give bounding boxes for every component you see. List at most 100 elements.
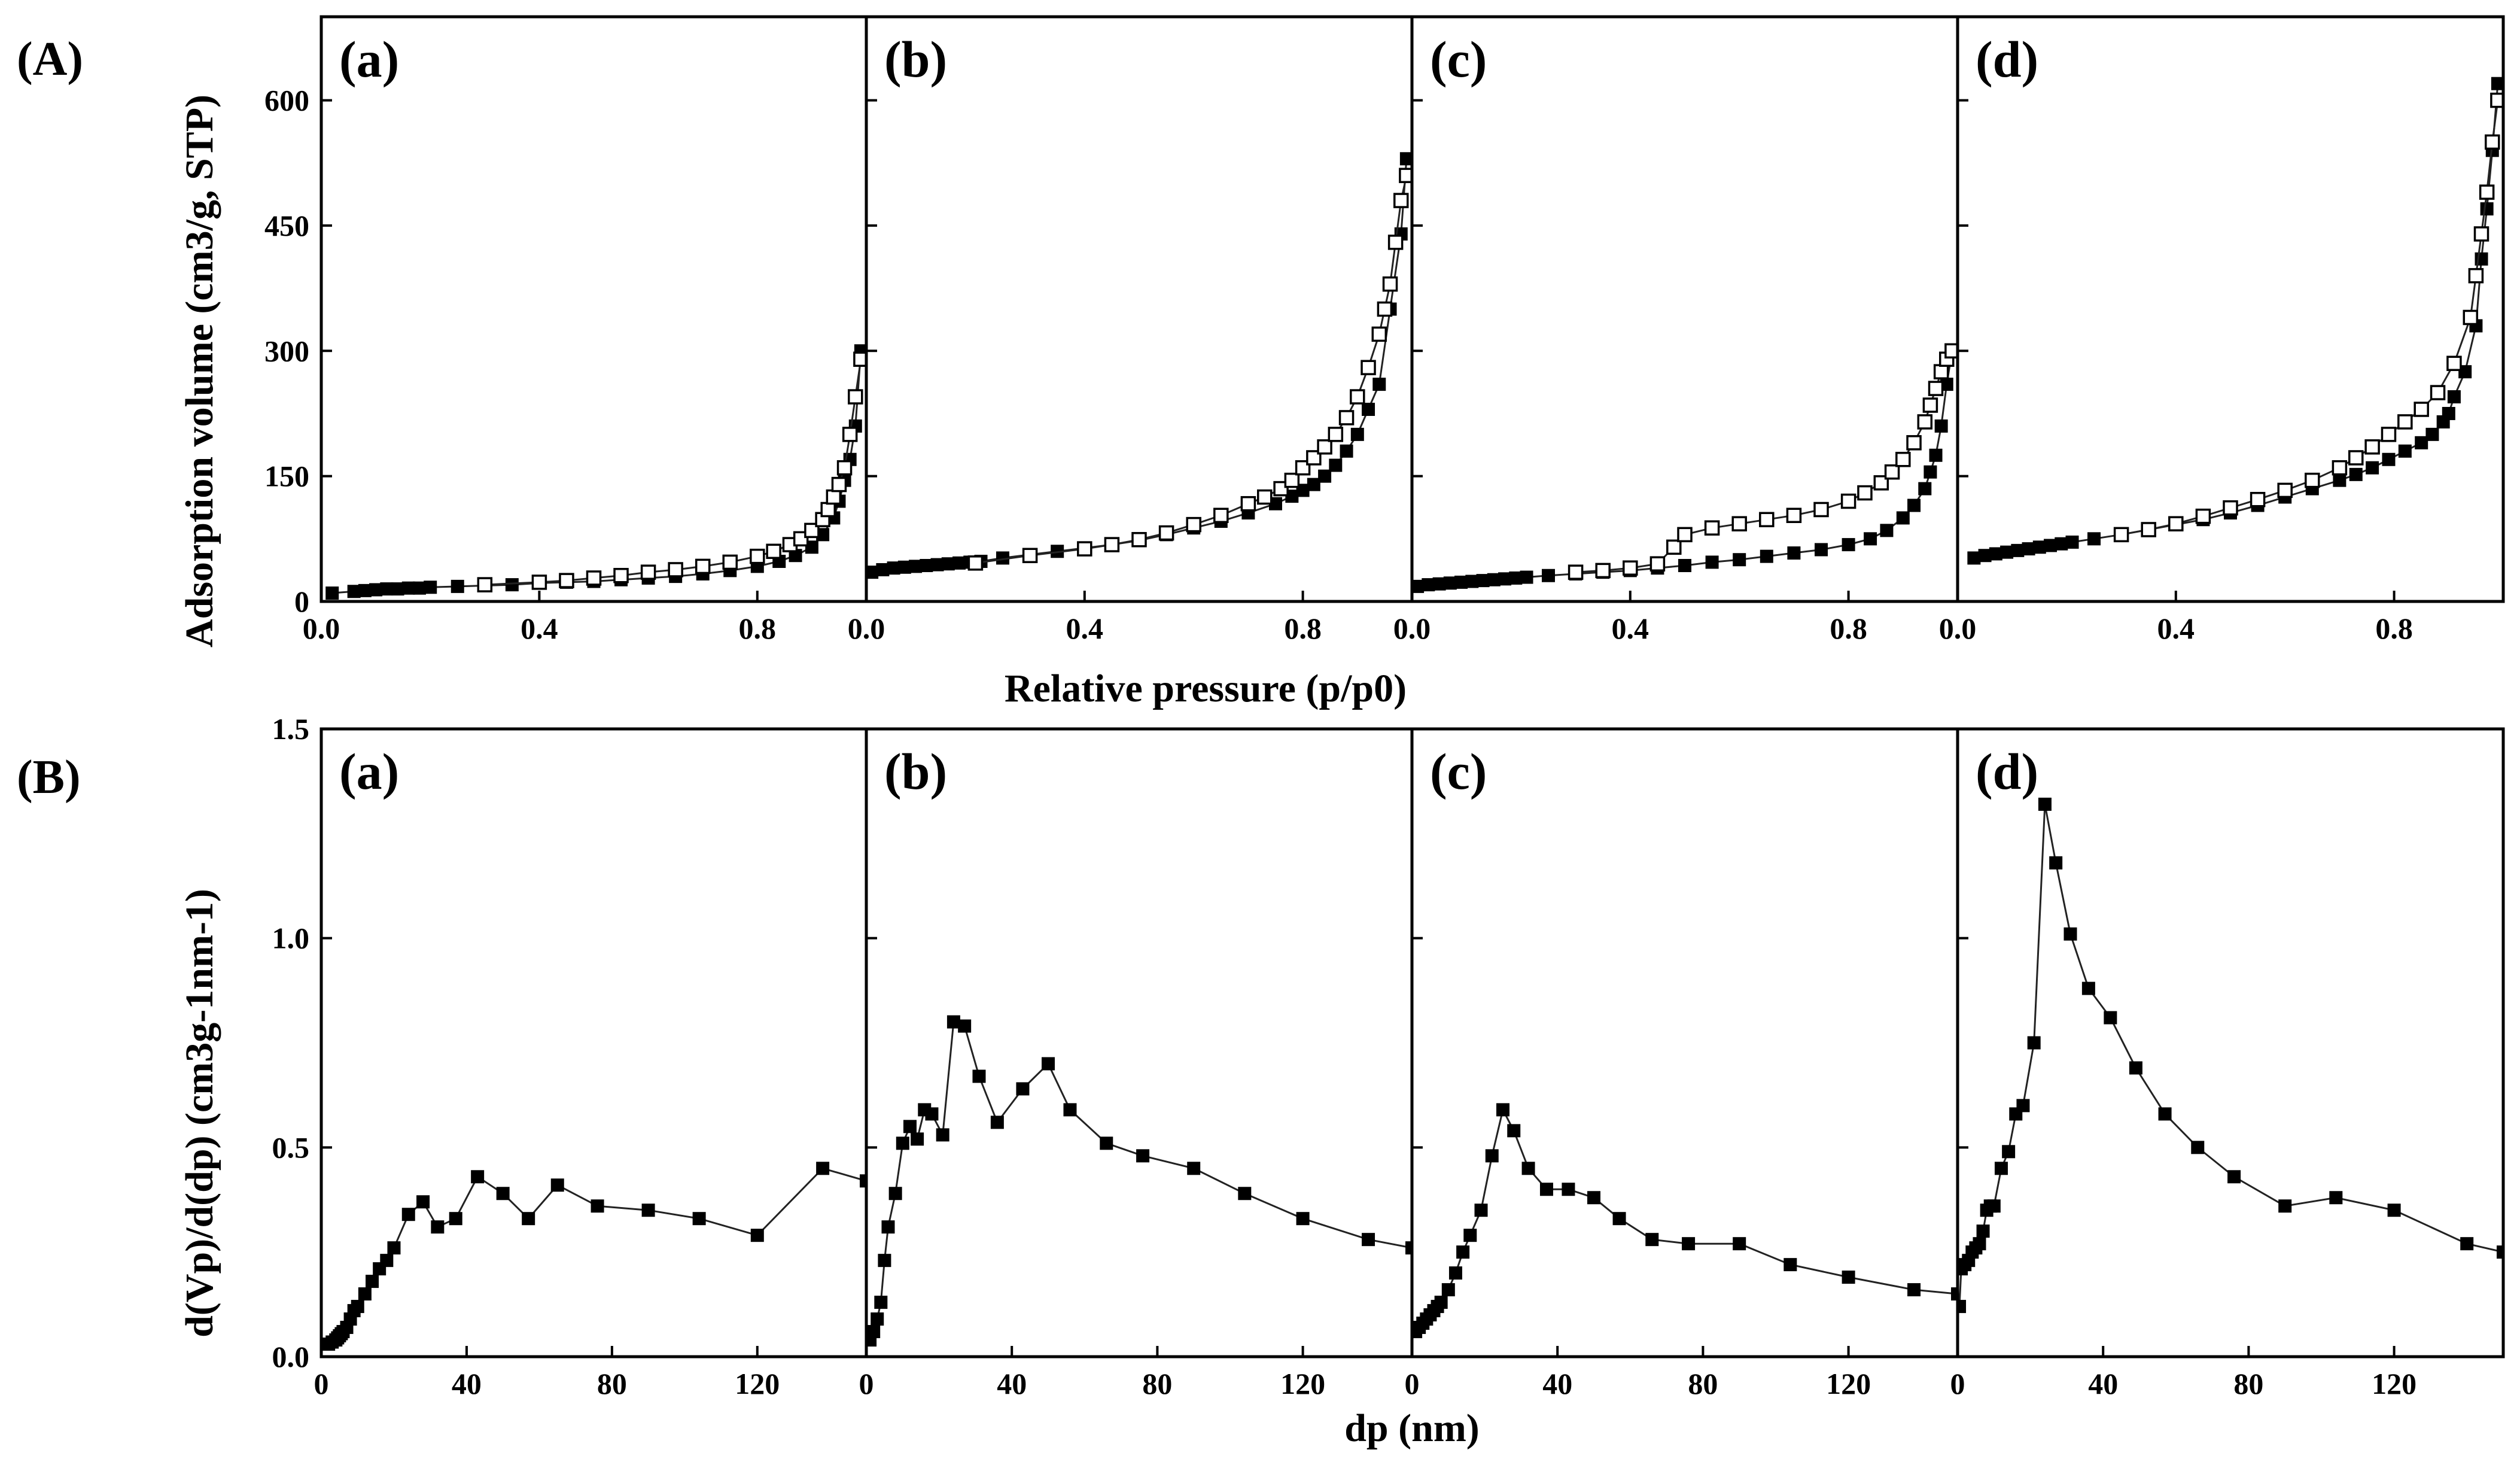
psd-panel-labels: (a) (b) (c) (d) — [339, 743, 2038, 800]
panel-2-adsorption-point — [909, 560, 923, 573]
panel-2-desorption-point — [1186, 516, 1201, 533]
panel-1-PSD-point — [351, 1300, 364, 1314]
panel-1-adsorption-point — [347, 585, 361, 598]
panel-2-desorption-point — [1022, 548, 1038, 563]
panel-4-PSD-point — [2278, 1199, 2292, 1213]
panel-3-adsorption-point — [1498, 572, 1512, 586]
panel-3-adsorption-point — [1465, 575, 1479, 588]
panel-2-plot-area — [866, 152, 1412, 579]
panel-4-desorption-point — [2250, 491, 2266, 507]
isotherm-series-layer — [325, 77, 2503, 600]
panel-4-desorption-point — [2430, 385, 2446, 400]
panel-4-desorption-point — [2141, 522, 2156, 537]
panel-4-desorption-point — [2348, 450, 2364, 466]
panel-1-desorption-point — [722, 554, 738, 570]
panel-2-PSD-point — [946, 1015, 960, 1029]
panel-1-adsorption-point — [358, 583, 372, 597]
panel-4-desorption-point — [2446, 355, 2462, 371]
panel-2-PSD-point — [903, 1120, 917, 1133]
panel-4-adsorption-point — [1989, 547, 2002, 561]
panel-4-desorption-point — [2463, 309, 2479, 326]
isotherm-chart: 0.0 0.4 0.8 0.0 0.4 0.8 0.0 0.4 0.8 0.0 0.4 0.8 0 150… — [178, 15, 2505, 710]
panel-4-adsorption-point — [2480, 202, 2494, 216]
panel-1-PSD-point — [591, 1199, 604, 1213]
isotherm-tick-layer: 0.0 0.4 0.8 0.0 0.4 0.8 0.0 0.4 0.8 0.0 0.4 0.8 0 150… — [264, 84, 2413, 645]
panel-3-PSD-point — [1448, 1266, 1462, 1280]
panel-3-PSD-point — [1842, 1271, 1855, 1284]
panel-3-adsorption-point — [1509, 571, 1523, 585]
y-tick-label: 1.0 — [272, 922, 310, 955]
panel-4-adsorption-point — [2491, 77, 2503, 90]
psd-y-axis-label: d(Vp)/d(dp) (cm3g-1nm-1) — [178, 889, 221, 1338]
panel-1-PSD-point — [816, 1162, 830, 1175]
panel-3-desorption-point — [1649, 556, 1666, 572]
panel-3-adsorption-point — [1476, 574, 1490, 588]
panel-4-adsorption-point — [2447, 390, 2461, 404]
panel-2-adsorption-point — [866, 566, 879, 579]
panel-4-desorption-point — [2485, 134, 2500, 150]
panel-4-PSD-point — [2027, 1036, 2041, 1050]
panel-1-PSD-point — [401, 1208, 415, 1221]
panel-3-x-tick-label: 0 — [1405, 1367, 1420, 1400]
isotherm-x-axis-label: Relative pressure (p/p0) — [1005, 667, 1407, 710]
panel-2-desorption-point — [1382, 276, 1398, 292]
panel-2-label: (b) — [884, 31, 947, 88]
panel-2-PSD-point — [871, 1312, 884, 1326]
panel-3-x-tick-label: 120 — [1826, 1367, 1871, 1400]
panel-4-label: (d) — [1976, 743, 2038, 800]
panel-1-frame — [319, 15, 868, 603]
panel-4-adsorption-point — [2044, 539, 2058, 552]
panel-4-adsorption-point — [1978, 549, 1992, 563]
panel-4-adsorption-line — [1974, 83, 2499, 559]
panel-3-adsorption-point — [1896, 511, 1910, 525]
panel-2-desorption-point — [1158, 525, 1174, 541]
panel-3-desorption-point — [1917, 414, 1933, 430]
panel-1-PSD-point — [380, 1254, 394, 1268]
panel-4-PSD-point — [1958, 1300, 1967, 1314]
panel-1-x-tick-label: 0.8 — [739, 612, 777, 645]
panel-1-x-tick-label: 0 — [314, 1367, 329, 1400]
panel-1-frame — [319, 727, 868, 1358]
panel-2-PSD-point — [874, 1296, 888, 1309]
panel-3-PSD-point — [1474, 1203, 1488, 1217]
panel-2-PSD-point — [881, 1220, 895, 1234]
panel-3-PSD-point — [1784, 1258, 1797, 1272]
panel-2-adsorption-point — [876, 563, 890, 576]
panel-2-desorption-point — [1387, 235, 1404, 250]
panel-3-PSD-point — [1612, 1212, 1626, 1226]
panel-2-PSD-point — [1063, 1103, 1077, 1117]
panel-4-adsorption-point — [2349, 467, 2363, 481]
panel-3-desorption-point — [1933, 364, 1949, 379]
panel-4-desorption-point — [2490, 92, 2503, 108]
panel-3-x-tick-label: 0.4 — [1612, 612, 1649, 645]
panel-2-adsorption-point — [1340, 444, 1353, 458]
panel-3-adsorption-line — [1417, 351, 1953, 588]
panel-3-adsorption-point — [1929, 448, 1943, 462]
panel-1-PSD-point — [550, 1178, 564, 1192]
panel-2-desorption-point — [1317, 439, 1332, 455]
panel-1-PSD-point — [366, 1275, 379, 1288]
panel-2-x-tick-label: 120 — [1280, 1367, 1325, 1400]
panel-3-adsorption-point — [1678, 558, 1691, 572]
panel-1-adsorption-point — [412, 581, 426, 595]
panel-2-PSD-point — [972, 1069, 986, 1083]
panel-4-PSD-point — [1987, 1199, 2001, 1213]
panel-1-label: (a) — [339, 743, 399, 800]
panel-2-adsorption-point — [887, 561, 900, 575]
panel-2-desorption-point — [1377, 301, 1393, 317]
panel-4-adsorption-point — [2011, 543, 2025, 557]
y-tick-label: 0.0 — [272, 1340, 310, 1373]
panel-1-PSD-point — [496, 1187, 510, 1200]
panel-3-desorption-point — [1759, 512, 1775, 527]
panel-1-label: (a) — [339, 31, 399, 88]
panel-2-desorption-point — [1371, 326, 1387, 342]
panel-3-PSD-point — [1907, 1283, 1921, 1297]
panel-1-desorption-point — [531, 575, 547, 590]
panel-2-desorption-point — [1328, 427, 1344, 442]
panel-2-x-tick-label: 80 — [1142, 1367, 1172, 1400]
psd-x-axis-label: dp (nm) — [1344, 1406, 1480, 1450]
panel-4-desorption-point — [2195, 508, 2211, 524]
panel-3-adsorption-point — [1924, 465, 1937, 479]
panel-1-adsorption-point — [401, 581, 415, 595]
psd-tick-layer: 0 40 80 120 0 40 80 120 0 40 80 120 0 40 80 120 0.0 0.5 1.… — [272, 712, 2417, 1400]
